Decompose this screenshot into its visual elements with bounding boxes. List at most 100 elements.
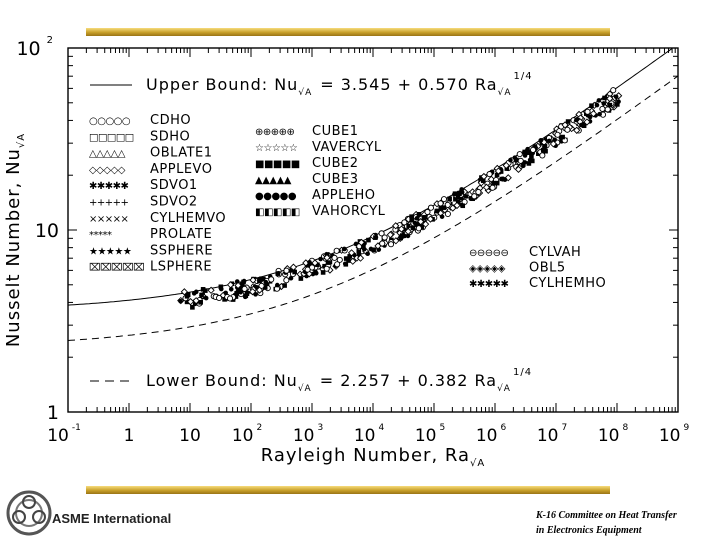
data-point — [343, 256, 349, 261]
data-point — [268, 276, 275, 283]
upper-bound-exponent: 1/4 — [513, 71, 532, 82]
data-point — [613, 94, 619, 100]
data-point — [610, 87, 617, 94]
data-point — [486, 171, 493, 178]
x-tick-label: 10 6 — [476, 423, 507, 446]
x-tick-label: 10 9 — [659, 423, 690, 446]
data-point — [184, 299, 190, 305]
data-point — [263, 279, 269, 285]
data-point — [526, 161, 532, 166]
upper-bound-rhs: = 3.545 + 0.570 Ra — [320, 75, 497, 94]
legend-left-label: SSPHERE — [150, 243, 213, 258]
data-point — [561, 121, 569, 129]
data-point — [502, 161, 510, 170]
legend-middle-marker: ■■■■■ — [255, 159, 300, 170]
data-point — [489, 184, 496, 191]
data-point — [397, 225, 406, 233]
data-point — [356, 254, 365, 262]
data-point — [325, 260, 331, 265]
data-point — [601, 101, 607, 106]
y-tick-exponent: 2 — [47, 35, 53, 46]
data-point — [398, 233, 404, 239]
x-tick-label: 10 7 — [537, 423, 567, 446]
data-point — [249, 276, 257, 284]
data-point — [426, 215, 435, 223]
legend-left-marker: ⌧⌧⌧⌧⌧ — [89, 263, 144, 274]
data-point — [241, 278, 247, 284]
x-tick-exponent: 7 — [561, 423, 567, 433]
legend-left-label: OBLATE1 — [150, 146, 213, 161]
data-point — [455, 199, 461, 205]
data-point — [357, 238, 365, 247]
data-point — [245, 290, 250, 295]
y-tick-label: 1 — [47, 402, 59, 424]
data-point — [218, 284, 224, 290]
upper-bound-equation: Upper Bound: Nu√A = 3.545 + 0.570 Ra√A1/4 — [146, 71, 533, 98]
legend-middle-marker: ⊕⊕⊕⊕⊕ — [255, 127, 295, 138]
lower-bound-rhs: = 2.257 + 0.382 Ra — [320, 371, 497, 390]
data-point — [199, 292, 204, 298]
data-point — [415, 225, 422, 232]
data-point — [288, 275, 294, 281]
data-point — [520, 161, 526, 167]
legend-middle-label: CUBE1 — [312, 124, 359, 139]
data-point — [480, 178, 486, 183]
data-point — [381, 234, 388, 241]
data-point — [471, 193, 478, 200]
data-point — [494, 167, 503, 175]
asme-logo-icon — [6, 490, 52, 536]
legend-left-marker: +++++ — [89, 198, 129, 209]
data-point — [583, 118, 591, 126]
legend-left-marker: △△△△△ — [89, 149, 126, 160]
data-point — [584, 108, 591, 115]
data-point — [334, 261, 341, 268]
legend-left-marker: ○○○○○ — [89, 116, 130, 127]
legend-left-marker: ◇◇◇◇◇ — [89, 165, 126, 176]
x-tick-exponent: 5 — [439, 423, 445, 433]
data-point — [491, 180, 496, 186]
data-point — [589, 103, 594, 109]
data-point — [313, 270, 319, 276]
legend-left-marker: □□□□□ — [89, 132, 134, 143]
x-tick-exponent: 8 — [622, 423, 628, 433]
data-point — [514, 157, 519, 163]
lower-bound-ra-subscript: √A — [497, 383, 511, 394]
data-point — [322, 263, 327, 269]
bottom-gold-bar — [86, 486, 610, 494]
data-point — [514, 165, 523, 174]
legend-right-marker: ◈◈◈◈◈ — [469, 264, 506, 275]
data-point — [404, 227, 412, 236]
x-axis-title-subscript: √A — [470, 458, 485, 469]
legend-middle-label: CUBE3 — [312, 172, 359, 187]
data-point — [283, 267, 290, 274]
data-point — [304, 266, 311, 273]
legend-left-label: CYLHEMVO — [150, 211, 226, 226]
data-point — [203, 295, 209, 301]
data-point — [439, 214, 445, 219]
legend-left-label: SDVO2 — [150, 195, 198, 210]
data-point — [356, 249, 362, 254]
data-point — [371, 247, 376, 253]
data-point — [602, 95, 607, 101]
data-point — [447, 196, 452, 202]
upper-bound-subscript: √A — [298, 87, 312, 98]
data-point — [480, 172, 488, 181]
data-point — [453, 196, 458, 202]
legend-middle-label: APPLEHO — [312, 188, 376, 203]
data-point — [365, 251, 370, 257]
data-point — [198, 300, 203, 305]
data-point — [530, 146, 537, 153]
legend-middle-marker: ●●●●● — [255, 191, 297, 202]
data-point — [261, 276, 266, 282]
legend-left-label: SDVO1 — [150, 178, 198, 193]
data-point — [539, 152, 546, 159]
data-point — [437, 200, 444, 207]
data-point — [311, 259, 319, 267]
data-point — [438, 205, 444, 211]
legend-left-label: CDHO — [150, 113, 191, 128]
legend-left-label: APPLEVO — [150, 162, 212, 177]
legend-middle-label: VAHORCYL — [312, 204, 386, 219]
data-point — [453, 201, 461, 210]
legend-middle-marker: ◧◧◧◧◧ — [255, 207, 300, 218]
